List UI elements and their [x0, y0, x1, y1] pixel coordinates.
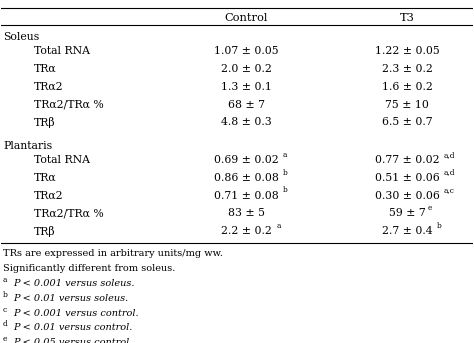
Text: 4.8 ± 0.3: 4.8 ± 0.3	[221, 117, 272, 128]
Text: TRα2/TRα %: TRα2/TRα %	[34, 100, 103, 110]
Text: a,c: a,c	[443, 186, 454, 194]
Text: b: b	[283, 186, 287, 194]
Text: 2.7 ± 0.4: 2.7 ± 0.4	[382, 226, 432, 236]
Text: TRs are expressed in arbitrary units/mg ww.: TRs are expressed in arbitrary units/mg …	[3, 249, 223, 259]
Text: e: e	[428, 204, 432, 212]
Text: Total RNA: Total RNA	[34, 155, 90, 165]
Text: 83 ± 5: 83 ± 5	[228, 209, 265, 218]
Text: 0.86 ± 0.08: 0.86 ± 0.08	[214, 173, 279, 183]
Text: 6.5 ± 0.7: 6.5 ± 0.7	[382, 117, 432, 128]
Text: 0.69 ± 0.02: 0.69 ± 0.02	[214, 155, 279, 165]
Text: Soleus: Soleus	[3, 32, 39, 42]
Text: P < 0.01 versus control.: P < 0.01 versus control.	[13, 323, 133, 332]
Text: TRα2: TRα2	[34, 82, 64, 92]
Text: 1.07 ± 0.05: 1.07 ± 0.05	[214, 46, 279, 56]
Text: d: d	[3, 320, 8, 328]
Text: P < 0.001 versus control.: P < 0.001 versus control.	[13, 309, 139, 318]
Text: a: a	[3, 276, 8, 284]
Text: 75 ± 10: 75 ± 10	[385, 100, 429, 110]
Text: Significantly different from soleus.: Significantly different from soleus.	[3, 264, 175, 273]
Text: 0.51 ± 0.06: 0.51 ± 0.06	[375, 173, 439, 183]
Text: a: a	[276, 222, 281, 230]
Text: TRα2: TRα2	[34, 191, 64, 201]
Text: TRβ: TRβ	[34, 226, 55, 237]
Text: Control: Control	[225, 13, 268, 23]
Text: TRα: TRα	[34, 173, 56, 183]
Text: 1.22 ± 0.05: 1.22 ± 0.05	[375, 46, 439, 56]
Text: 68 ± 7: 68 ± 7	[228, 100, 265, 110]
Text: P < 0.05 versus control.: P < 0.05 versus control.	[13, 338, 133, 343]
Text: b: b	[3, 291, 8, 299]
Text: 2.0 ± 0.2: 2.0 ± 0.2	[221, 64, 272, 74]
Text: 1.6 ± 0.2: 1.6 ± 0.2	[382, 82, 433, 92]
Text: c: c	[3, 306, 7, 314]
Text: TRα: TRα	[34, 64, 56, 74]
Text: b: b	[283, 168, 287, 177]
Text: TRα2/TRα %: TRα2/TRα %	[34, 209, 103, 218]
Text: 0.30 ± 0.06: 0.30 ± 0.06	[375, 191, 439, 201]
Text: Plantaris: Plantaris	[3, 141, 52, 151]
Text: a,d: a,d	[443, 168, 455, 177]
Text: Total RNA: Total RNA	[34, 46, 90, 56]
Text: 0.71 ± 0.08: 0.71 ± 0.08	[214, 191, 279, 201]
Text: 2.2 ± 0.2: 2.2 ± 0.2	[221, 226, 272, 236]
Text: 1.3 ± 0.1: 1.3 ± 0.1	[221, 82, 272, 92]
Text: 59 ± 7: 59 ± 7	[389, 209, 426, 218]
Text: 2.3 ± 0.2: 2.3 ± 0.2	[382, 64, 433, 74]
Text: b: b	[437, 222, 442, 230]
Text: P < 0.01 versus soleus.: P < 0.01 versus soleus.	[13, 294, 129, 303]
Text: e: e	[3, 335, 8, 343]
Text: 0.77 ± 0.02: 0.77 ± 0.02	[375, 155, 439, 165]
Text: P < 0.001 versus soleus.: P < 0.001 versus soleus.	[13, 279, 135, 288]
Text: a,d: a,d	[443, 151, 455, 159]
Text: a: a	[283, 151, 287, 159]
Text: TRβ: TRβ	[34, 117, 55, 128]
Text: T3: T3	[400, 13, 415, 23]
